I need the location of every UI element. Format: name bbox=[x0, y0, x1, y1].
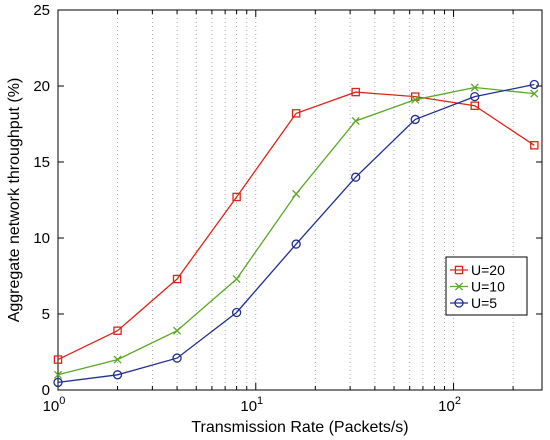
y-tick-label: 20 bbox=[33, 78, 50, 95]
data-point-u10 bbox=[411, 95, 420, 104]
data-point-u20 bbox=[351, 87, 360, 97]
legend-marker bbox=[454, 298, 464, 308]
data-point-u5 bbox=[351, 172, 361, 182]
y-axis-label: Aggregate network throughput (%) bbox=[6, 78, 23, 323]
x-tick-label: 101 bbox=[240, 395, 263, 415]
data-point-u10 bbox=[292, 189, 301, 198]
data-point-u5 bbox=[231, 307, 242, 318]
y-tick-label: 25 bbox=[33, 2, 50, 19]
y-tick-label: 0 bbox=[42, 382, 50, 399]
data-point-u5 bbox=[470, 91, 480, 102]
x-tick-label: 102 bbox=[438, 395, 461, 415]
x-axis-label: Transmission Rate (Packets/s) bbox=[191, 419, 408, 436]
data-point-u10 bbox=[113, 355, 122, 364]
legend: U=20U=10U=5 bbox=[445, 256, 528, 316]
data-point-u20 bbox=[530, 141, 539, 150]
data-point-u5 bbox=[172, 353, 182, 363]
legend-entry-u20: U=20 bbox=[450, 262, 505, 278]
data-point-u10 bbox=[470, 83, 479, 92]
series-line-u5 bbox=[57, 83, 535, 384]
legend-marker bbox=[454, 282, 464, 291]
data-point-u20 bbox=[470, 101, 480, 111]
data-point-u20 bbox=[291, 109, 301, 118]
data-point-u5 bbox=[529, 79, 539, 90]
data-point-u20 bbox=[172, 274, 182, 284]
data-point-u5 bbox=[291, 239, 301, 249]
legend-entry-u5: U=5 bbox=[450, 295, 497, 311]
data-point-u10 bbox=[53, 370, 63, 379]
data-point-u5 bbox=[112, 370, 123, 380]
series-layer bbox=[53, 79, 539, 388]
series-line-u10 bbox=[57, 86, 535, 376]
y-tick-label: 5 bbox=[42, 306, 50, 323]
data-point-u20 bbox=[53, 355, 63, 364]
legend-label: U=20 bbox=[471, 262, 505, 278]
series-u20 bbox=[53, 87, 539, 364]
legend-marker bbox=[454, 265, 464, 275]
data-point-u5 bbox=[53, 377, 63, 388]
data-point-u20 bbox=[232, 192, 241, 202]
y-tick-label: 15 bbox=[33, 154, 50, 171]
data-point-u10 bbox=[173, 326, 182, 335]
legend-label: U=5 bbox=[471, 295, 497, 311]
data-point-u20 bbox=[113, 326, 122, 335]
data-point-u10 bbox=[351, 116, 360, 126]
data-point-u10 bbox=[232, 274, 241, 284]
series-u10 bbox=[53, 83, 539, 379]
data-point-u5 bbox=[410, 114, 420, 125]
plot-frame bbox=[57, 9, 543, 391]
series-line-u20 bbox=[57, 91, 535, 361]
x-gridlines bbox=[117, 10, 514, 390]
data-point-u10 bbox=[530, 89, 539, 98]
series-u5 bbox=[53, 79, 539, 388]
legend-label: U=10 bbox=[471, 279, 505, 295]
legend-entry-u10: U=10 bbox=[450, 279, 505, 295]
y-tick-label: 10 bbox=[33, 230, 50, 247]
